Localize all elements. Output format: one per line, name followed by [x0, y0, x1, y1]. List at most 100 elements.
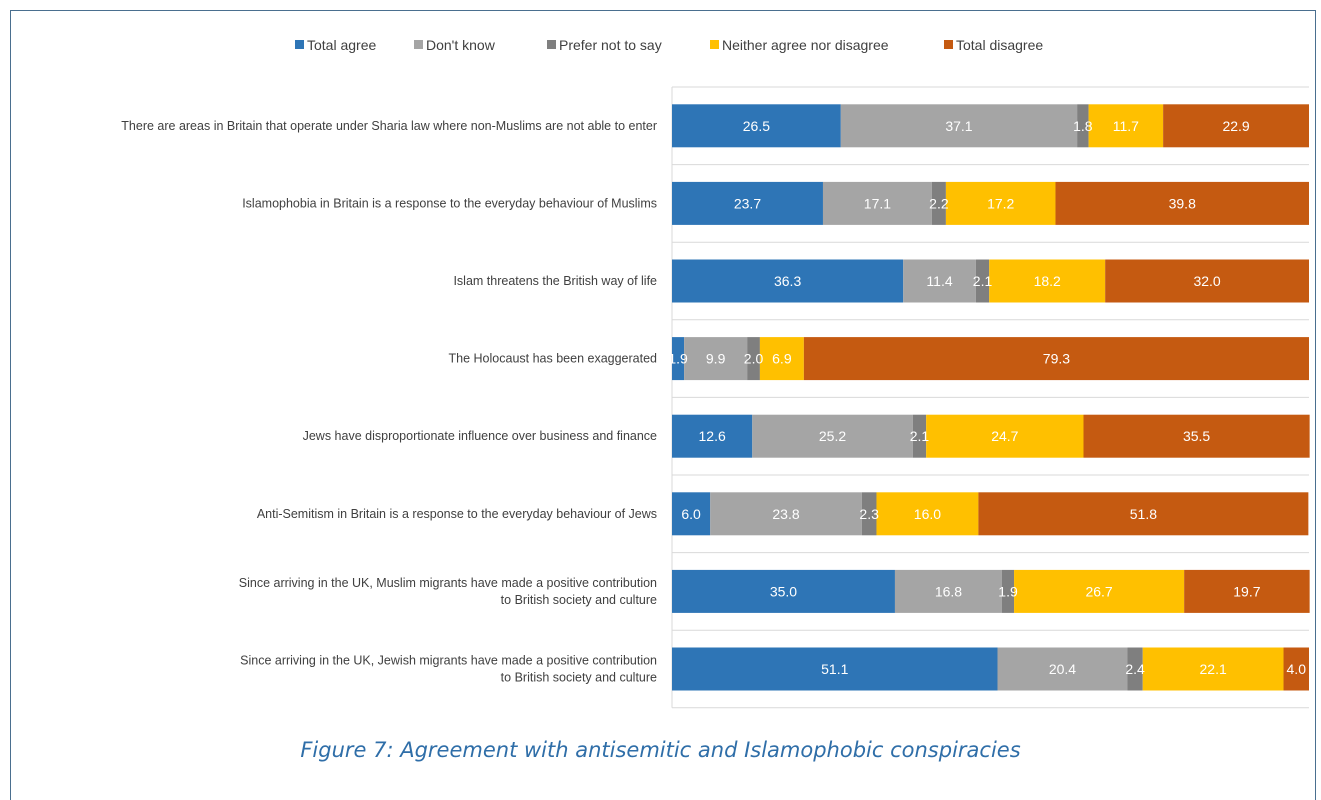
legend: Total agree Don't know Prefer not to say Ne…: [295, 37, 1043, 53]
bar-segment: [975, 259, 990, 303]
legend-swatch: [710, 40, 719, 49]
data-label: 26.5: [743, 118, 770, 134]
legend-swatch: [414, 40, 423, 49]
bar-segment: [747, 337, 760, 381]
data-label: 2.1: [973, 273, 993, 289]
bar-segment: [945, 181, 1056, 225]
bar-segment: [1088, 104, 1164, 148]
legend-item: Neither agree nor disagree: [710, 37, 889, 53]
data-label: 17.2: [987, 195, 1014, 211]
data-label: 37.1: [945, 118, 972, 134]
category-label: There are areas in Britain that operate …: [121, 119, 657, 133]
data-label: 23.8: [772, 506, 799, 522]
data-label: 35.5: [1183, 428, 1210, 444]
bar-segment: [672, 259, 904, 303]
legend-item: Total agree: [295, 37, 376, 53]
legend-swatch: [547, 40, 556, 49]
category-label: Islamophobia in Britain is a response to…: [242, 196, 657, 210]
bar-segment: [926, 414, 1084, 458]
data-labels: 26.5 37.1 1.8 11.7 22.9 23.7 17.1 2.2 17.2 39.8 36…: [668, 118, 1306, 677]
legend-label: Prefer not to say: [559, 37, 662, 53]
bar-segment: [672, 569, 895, 613]
data-label: 4.0: [1287, 661, 1307, 677]
bars: [672, 104, 1310, 691]
category-label: Since arriving in the UK, Muslim migrant…: [239, 576, 657, 590]
legend-item: Prefer not to say: [547, 37, 662, 53]
data-label: 1.8: [1073, 118, 1093, 134]
bar-segment: [989, 259, 1106, 303]
data-label: 2.2: [929, 195, 949, 211]
data-label: 36.3: [774, 273, 801, 289]
data-label: 39.8: [1169, 195, 1196, 211]
category-label: Anti-Semitism in Britain is a response t…: [257, 507, 657, 521]
category-label: to British society and culture: [501, 671, 657, 685]
bar-segment: [1163, 104, 1309, 148]
bar-segment: [672, 414, 753, 458]
data-label: 9.9: [706, 351, 726, 367]
bar-segment: [672, 647, 998, 691]
category-labels: There are areas in Britain that operate …: [121, 119, 657, 685]
gridlines: [671, 86, 1309, 709]
bar-segment: [672, 492, 711, 536]
data-label: 26.7: [1085, 583, 1112, 599]
bar-segment: [822, 181, 932, 225]
bar-segment: [840, 104, 1078, 148]
bar-segment: [672, 181, 823, 225]
figure-caption: Figure 7: Agreement with antisemitic and…: [300, 738, 1021, 762]
data-label: 2.3: [859, 506, 879, 522]
data-label: 12.6: [699, 428, 726, 444]
legend-label: Don't know: [426, 37, 496, 53]
data-label: 6.0: [681, 506, 701, 522]
data-label: 18.2: [1034, 273, 1061, 289]
bar-segment: [978, 492, 1309, 536]
bar-segment: [1184, 569, 1310, 613]
bar-segment: [894, 569, 1002, 613]
category-label: The Holocaust has been exaggerated: [449, 352, 658, 366]
data-label: 51.8: [1130, 506, 1157, 522]
data-label: 25.2: [819, 428, 846, 444]
bar-segment: [803, 337, 1309, 381]
bar-segment: [684, 337, 748, 381]
bar-segment: [903, 259, 976, 303]
legend-item: Don't know: [414, 37, 496, 53]
chart-frame: [10, 10, 1316, 800]
legend-label: Total agree: [307, 37, 376, 53]
legend-label: Neither agree nor disagree: [722, 37, 889, 53]
bar-segment: [1105, 259, 1309, 303]
bar-segment: [1283, 647, 1309, 691]
bar-segment: [1077, 104, 1089, 148]
data-label: 11.4: [926, 273, 952, 289]
data-label: 2.0: [744, 351, 764, 367]
data-label: 35.0: [770, 583, 797, 599]
bar-segment: [1083, 414, 1310, 458]
data-label: 22.1: [1200, 661, 1227, 677]
data-label: 1.9: [668, 351, 688, 367]
category-label: Jews have disproportionate influence ove…: [303, 429, 657, 443]
bar-segment: [1142, 647, 1284, 691]
bar-segment: [876, 492, 979, 536]
bar-segment: [672, 104, 841, 148]
data-label: 19.7: [1233, 583, 1260, 599]
data-label: 20.4: [1049, 661, 1076, 677]
data-label: 17.1: [864, 195, 891, 211]
bar-segment: [759, 337, 804, 381]
bar-segment: [997, 647, 1128, 691]
bar-segment: [931, 181, 946, 225]
bar-segment: [912, 414, 927, 458]
data-label: 16.8: [935, 583, 962, 599]
bar-segment: [1055, 181, 1309, 225]
data-label: 6.9: [772, 351, 792, 367]
legend-swatch: [944, 40, 953, 49]
data-label: 24.7: [991, 428, 1018, 444]
legend-item: Total disagree: [944, 37, 1043, 53]
data-label: 79.3: [1043, 351, 1070, 367]
legend-swatch: [295, 40, 304, 49]
data-label: 2.4: [1125, 661, 1145, 677]
category-label: Since arriving in the UK, Jewish migrant…: [240, 654, 657, 668]
data-label: 22.9: [1222, 118, 1249, 134]
data-label: 23.7: [734, 195, 761, 211]
bar-segment: [672, 337, 685, 381]
data-label: 32.0: [1193, 273, 1220, 289]
bar-segment: [1014, 569, 1185, 613]
data-label: 1.9: [998, 583, 1018, 599]
